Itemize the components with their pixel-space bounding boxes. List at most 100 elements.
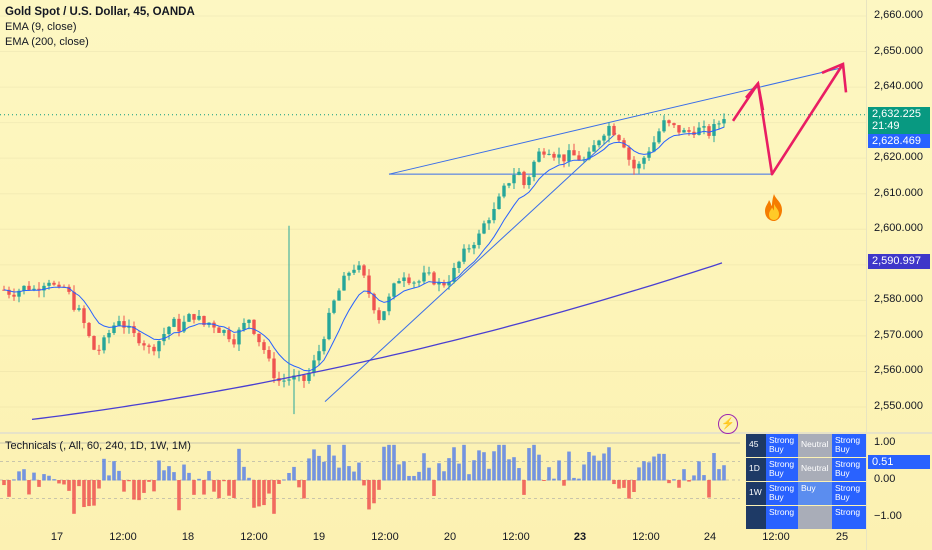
candle-body — [517, 171, 521, 175]
tech-table-cell-osc: Strong Buy — [832, 434, 866, 457]
tech-table-cell-tf: 1W — [746, 482, 766, 505]
oscillator-bar — [422, 453, 426, 481]
oscillator-bar — [252, 480, 256, 508]
candle-body — [612, 125, 616, 136]
candle-body — [262, 342, 266, 350]
oscillator-bar — [112, 461, 116, 481]
tech-table-row: 1D Strong Buy Neutral Strong Buy — [746, 458, 866, 482]
candle-body — [377, 310, 381, 321]
oscillator-bar — [32, 472, 36, 481]
ema200-legend[interactable]: EMA (200, close) — [5, 36, 89, 48]
oscillator-bar — [722, 465, 726, 481]
tech-table-cell-ma — [798, 506, 832, 529]
candle-body — [22, 285, 26, 291]
oscillator-bar — [572, 477, 576, 481]
oscillator-bar — [672, 479, 676, 481]
technicals-indicator-label[interactable]: Technicals (, All, 60, 240, 1D, 1W, 1M) — [5, 440, 191, 452]
lightning-icon[interactable]: ⚡ — [718, 414, 738, 434]
ema9-legend[interactable]: EMA (9, close) — [5, 21, 77, 33]
candle-body — [437, 282, 441, 285]
oscillator-bar — [617, 480, 621, 489]
oscillator-bar — [227, 480, 231, 496]
oscillator-bar — [27, 480, 31, 495]
oscillator-bar — [337, 467, 341, 481]
oscillator-bar — [347, 466, 351, 481]
candle-body — [312, 360, 316, 373]
oscillator-bar — [132, 480, 136, 500]
oscillator-bar — [92, 480, 96, 506]
oscillator-bar — [532, 444, 536, 481]
candle-body — [712, 124, 716, 136]
price-axis-label: 2,650.000 — [874, 44, 923, 57]
time-axis-label: 12:00 — [371, 531, 399, 543]
oscillator-bar — [52, 479, 56, 481]
candle-body — [107, 332, 111, 338]
time-axis-label: 12:00 — [632, 531, 660, 543]
candle-body — [82, 308, 86, 323]
candle-body — [292, 375, 296, 380]
candle-body — [242, 322, 246, 330]
candle-body — [177, 318, 181, 332]
candle-body — [77, 308, 81, 310]
oscillator-bar — [42, 474, 46, 481]
candle-countdown: 21:49 — [872, 120, 900, 132]
candle-body — [182, 321, 186, 332]
oscillator-bar — [22, 469, 26, 481]
oscillator-bar — [587, 451, 591, 481]
candle-body — [627, 147, 631, 160]
candle-body — [432, 272, 436, 285]
price-axis-label: 2,640.000 — [874, 80, 923, 93]
oscillator-bar — [607, 447, 611, 481]
candle-body — [227, 330, 231, 340]
time-axis-label: 23 — [573, 531, 587, 543]
candle-body — [27, 285, 31, 290]
oscillator-bar — [637, 467, 641, 481]
chart-title[interactable]: Gold Spot / U.S. Dollar, 45, OANDA — [5, 6, 195, 18]
candle-body — [72, 291, 76, 310]
oscillator-bar — [107, 475, 111, 481]
oscillator-bar — [537, 454, 541, 481]
time-axis-label: 12:00 — [502, 531, 530, 543]
oscillator-bar — [197, 478, 201, 481]
resistance-trendline — [388, 67, 844, 175]
oscillator-bar — [2, 480, 6, 486]
candle-body — [607, 125, 611, 136]
oscillator-bar — [552, 478, 556, 481]
candle-body — [722, 119, 726, 124]
candle-body — [447, 281, 451, 286]
oscillator-bar — [267, 480, 271, 494]
candle-body — [12, 294, 16, 297]
oscillator-bar — [102, 458, 106, 481]
technicals-ratings-table: 45 Strong Buy Neutral Strong Buy 1D Strong Bu… — [746, 434, 866, 530]
candle-body — [332, 300, 336, 313]
oscillator-bar — [427, 467, 431, 481]
candle-body — [472, 244, 476, 249]
oscillator-bar — [47, 475, 51, 481]
oscillator-bar — [142, 480, 146, 493]
oscillator-bar — [187, 472, 191, 481]
oscillator-bar — [287, 472, 291, 481]
oscillator-bar — [202, 480, 206, 495]
candle-body — [142, 343, 146, 346]
fire-icon — [765, 194, 782, 221]
candle-body — [302, 375, 306, 381]
oscillator-bar — [557, 460, 561, 481]
tech-table-cell-summary: Strong Buy — [766, 434, 798, 457]
candle-body — [362, 265, 366, 276]
oscillator-bar — [297, 480, 301, 488]
price-axis-label: 2,570.000 — [874, 328, 923, 341]
candle-body — [7, 289, 11, 295]
oscillator-bar — [447, 458, 451, 481]
tech-table-cell-tf: 45 — [746, 434, 766, 457]
tech-table-cell-summary: Strong Buy — [766, 482, 798, 505]
candle-body — [52, 282, 56, 285]
candle-body — [287, 379, 291, 381]
oscillator-bar — [262, 480, 266, 506]
oscillator-bar — [87, 480, 91, 507]
oscillator-bar — [182, 464, 186, 481]
oscillator-bar — [352, 471, 356, 481]
candle-body — [172, 318, 176, 327]
candle-body — [417, 281, 421, 283]
price-axis-label: 2,600.000 — [874, 222, 923, 235]
